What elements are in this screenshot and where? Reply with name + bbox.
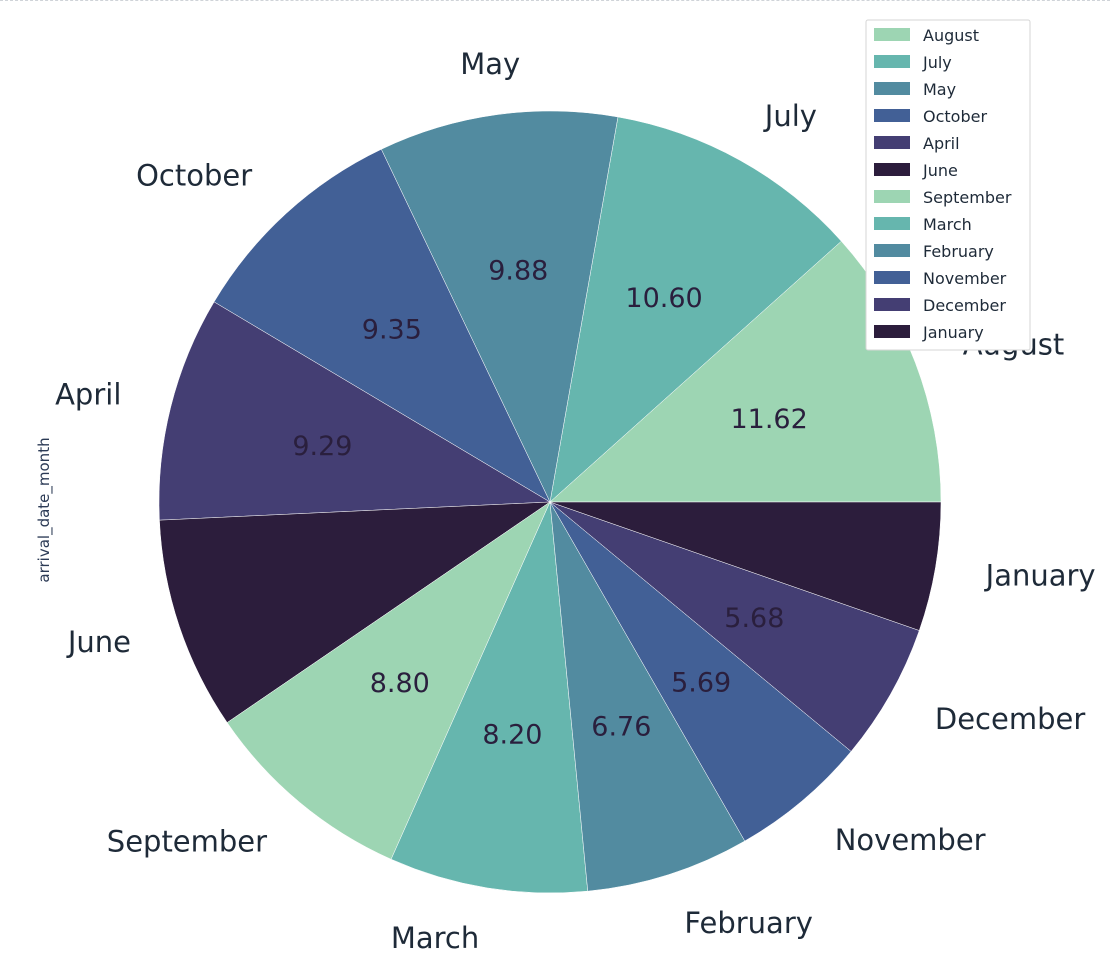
legend-label-july: July [922, 53, 952, 72]
legend-label-june: June [922, 161, 958, 180]
slice-label-march: March [391, 921, 479, 955]
pie-slice-february [549, 501, 746, 892]
legend-label-august: August [923, 26, 979, 45]
slice-label-june: June [66, 625, 131, 659]
pie-slice-july [549, 116, 842, 503]
slice-label-january: January [984, 559, 1096, 593]
legend-swatch-december [874, 298, 910, 311]
top-border-line [0, 0, 1110, 1]
pie-slice-december [549, 501, 920, 752]
legend-swatch-august [874, 28, 910, 41]
pie-slice-april [158, 301, 551, 521]
pie-slice-may [380, 110, 619, 503]
legend-label-april: April [923, 134, 960, 153]
legend-swatch-may [874, 82, 910, 95]
y-axis-label: arrival_date_month [35, 437, 54, 582]
legend-swatch-july [874, 55, 910, 68]
legend-swatch-march [874, 217, 910, 230]
legend-swatch-february [874, 244, 910, 257]
value-label-october: 9.35 [362, 315, 422, 346]
legend-swatch-october [874, 109, 910, 122]
pie-slice-november [549, 501, 852, 842]
legend-swatch-january [874, 325, 910, 338]
slice-label-november: November [835, 823, 986, 857]
slice-label-april: April [55, 378, 121, 412]
legend-label-september: September [923, 188, 1012, 207]
legend: August July May October April June September Ma… [865, 19, 1031, 351]
value-label-december: 5.68 [724, 603, 784, 634]
legend-swatch-september [874, 190, 910, 203]
legend-swatch-november [874, 271, 910, 284]
legend-swatch-april [874, 136, 910, 149]
slice-label-december: December [935, 702, 1085, 736]
value-label-august: 11.62 [730, 404, 807, 435]
value-label-march: 8.20 [482, 720, 542, 751]
value-label-july: 10.60 [625, 283, 702, 314]
legend-label-may: May [923, 80, 956, 99]
legend-label-february: February [923, 242, 994, 261]
legend-label-december: December [923, 296, 1006, 315]
legend-label-november: November [923, 269, 1007, 288]
slice-label-february: February [684, 906, 813, 940]
pie-slice-june [159, 501, 551, 723]
legend-label-january: January [922, 323, 984, 342]
legend-label-october: October [923, 107, 987, 126]
pie-slice-january [549, 501, 942, 631]
legend-box [865, 19, 1031, 351]
slice-label-september: September [107, 824, 267, 858]
pie-slice-september [226, 501, 551, 860]
pie-slice-october [213, 148, 551, 503]
value-label-may: 9.88 [488, 256, 548, 287]
value-label-february: 6.76 [591, 711, 651, 742]
legend-swatch-june [874, 163, 910, 176]
value-labels: 11.62 10.60 9.88 9.35 9.29 8.80 8.20 6.76 5.69 5.… [292, 256, 807, 751]
pie-slices [158, 110, 942, 894]
slice-label-october: October [136, 159, 252, 193]
value-label-november: 5.69 [671, 667, 731, 698]
legend-label-march: March [923, 215, 972, 234]
value-label-september: 8.80 [370, 668, 430, 699]
value-label-april: 9.29 [292, 431, 352, 462]
slice-label-july: July [763, 99, 817, 133]
pie-slice-august [549, 240, 942, 503]
pie-slice-march [390, 501, 589, 894]
slice-label-may: May [460, 47, 520, 81]
slice-labels: AugustJulyMayOctoberAprilJuneSeptemberMa… [55, 47, 1095, 955]
